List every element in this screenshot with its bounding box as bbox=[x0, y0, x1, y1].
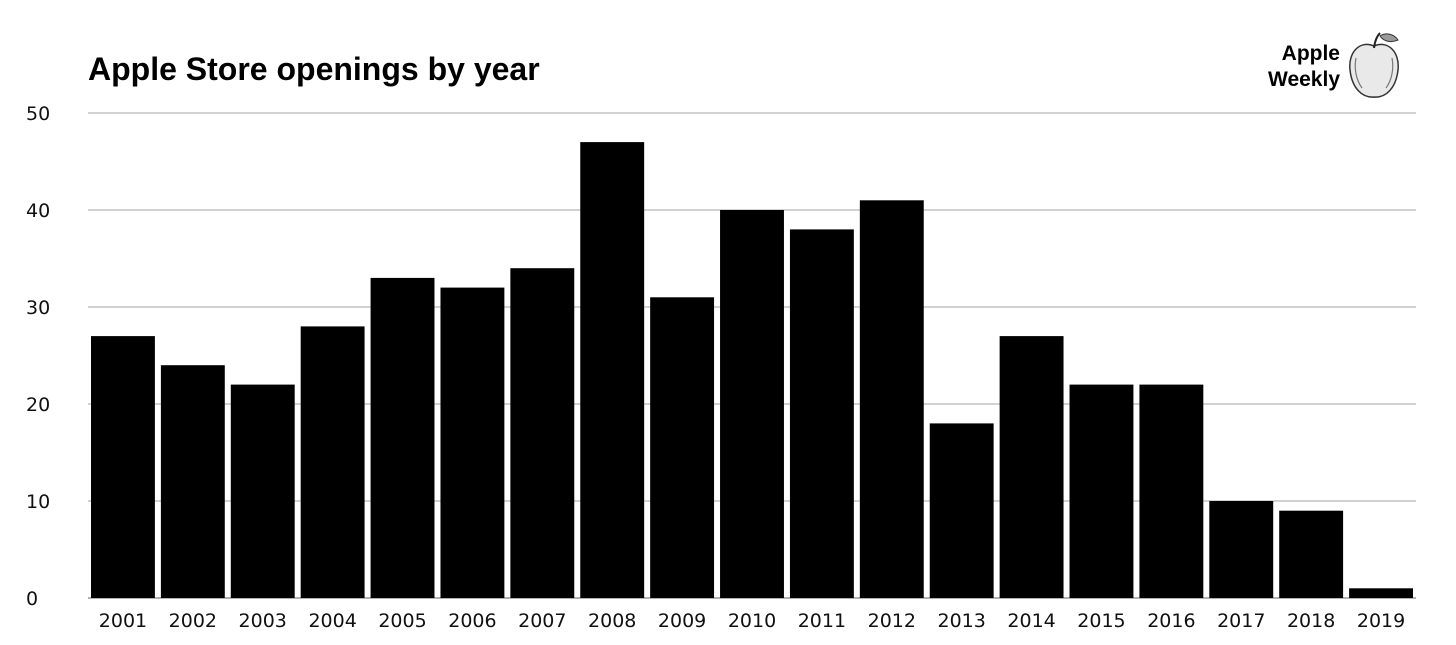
bar-2003 bbox=[230, 384, 295, 598]
x-tick-label: 2008 bbox=[588, 610, 636, 632]
apple-icon bbox=[1349, 32, 1399, 98]
y-axis-ticks: 0 10 20 30 40 50 bbox=[26, 103, 50, 610]
x-tick-label: 2006 bbox=[448, 610, 496, 632]
logo-text-line1: Apple bbox=[1282, 42, 1340, 65]
bar-2017 bbox=[1209, 501, 1274, 598]
bar-2013 bbox=[929, 423, 994, 598]
x-tick-label: 2011 bbox=[798, 610, 846, 632]
bar-2009 bbox=[650, 297, 715, 598]
x-tick-label: 2009 bbox=[658, 610, 706, 632]
x-tick-label: 2004 bbox=[308, 610, 356, 632]
y-tick-label: 0 bbox=[26, 588, 38, 610]
bar-2014 bbox=[999, 336, 1064, 598]
bar-2007 bbox=[510, 268, 575, 598]
x-tick-label: 2001 bbox=[99, 610, 147, 632]
x-tick-label: 2015 bbox=[1077, 610, 1125, 632]
x-tick-label: 2018 bbox=[1287, 610, 1335, 632]
bar-2005 bbox=[370, 277, 435, 598]
bar-2016 bbox=[1139, 384, 1204, 598]
x-tick-label: 2013 bbox=[938, 610, 986, 632]
bar-2012 bbox=[859, 200, 924, 599]
logo-text-line2: Weekly bbox=[1268, 68, 1340, 91]
bars bbox=[91, 142, 1413, 599]
bar-2018 bbox=[1279, 510, 1344, 598]
x-tick-label: 2019 bbox=[1357, 610, 1405, 632]
bar-2004 bbox=[300, 326, 365, 598]
bar-2011 bbox=[789, 229, 854, 598]
x-tick-label: 2016 bbox=[1147, 610, 1195, 632]
x-tick-label: 2010 bbox=[728, 610, 776, 632]
bar-2008 bbox=[580, 142, 645, 598]
bar-2001 bbox=[91, 336, 155, 598]
x-tick-label: 2014 bbox=[1007, 610, 1055, 632]
y-tick-label: 20 bbox=[26, 394, 50, 416]
x-axis-ticks: 2001 2002 2003 2004 2005 2006 2007 2008 2009 2010… bbox=[99, 610, 1405, 632]
bar-2006 bbox=[440, 287, 505, 598]
x-tick-label: 2003 bbox=[239, 610, 287, 632]
y-tick-label: 40 bbox=[26, 200, 50, 222]
y-tick-label: 30 bbox=[26, 297, 50, 319]
chart-title: Apple Store openings by year bbox=[88, 51, 540, 87]
x-tick-label: 2012 bbox=[868, 610, 916, 632]
bar-2010 bbox=[720, 210, 784, 598]
x-tick-label: 2002 bbox=[169, 610, 217, 632]
bar-2002 bbox=[160, 365, 225, 598]
brand-logo: Apple Weekly bbox=[1268, 32, 1399, 98]
y-tick-label: 50 bbox=[26, 103, 50, 125]
x-tick-label: 2005 bbox=[378, 610, 426, 632]
bar-2019 bbox=[1349, 588, 1413, 598]
bar-2015 bbox=[1069, 384, 1134, 598]
y-tick-label: 10 bbox=[26, 491, 50, 513]
x-tick-label: 2007 bbox=[518, 610, 566, 632]
x-tick-label: 2017 bbox=[1217, 610, 1265, 632]
